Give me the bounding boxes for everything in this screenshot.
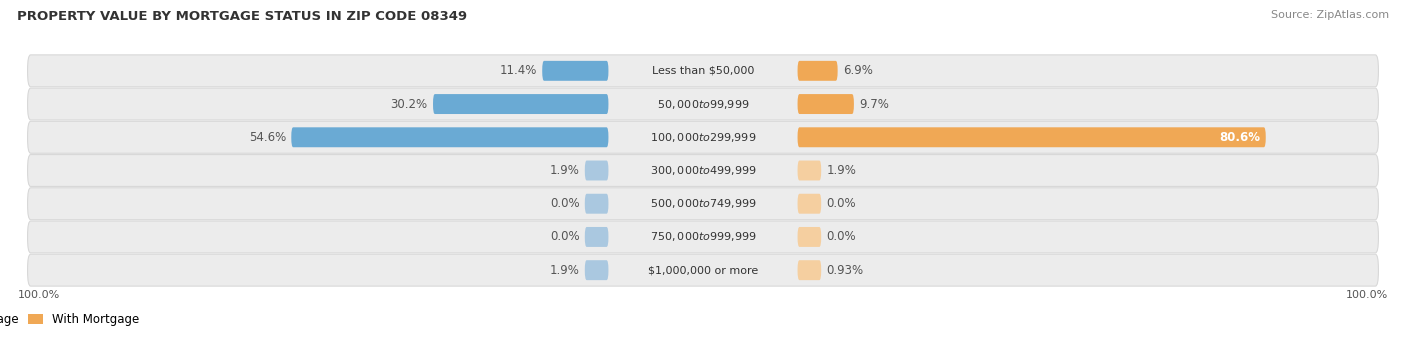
Text: 0.0%: 0.0% (827, 231, 856, 243)
Text: Less than $50,000: Less than $50,000 (652, 66, 754, 76)
FancyBboxPatch shape (28, 154, 1378, 187)
Text: 9.7%: 9.7% (859, 98, 889, 110)
FancyBboxPatch shape (28, 121, 1378, 153)
FancyBboxPatch shape (797, 260, 821, 280)
FancyBboxPatch shape (797, 61, 838, 81)
FancyBboxPatch shape (585, 227, 609, 247)
Text: 0.0%: 0.0% (550, 197, 579, 210)
FancyBboxPatch shape (797, 194, 821, 214)
Text: Source: ZipAtlas.com: Source: ZipAtlas.com (1271, 10, 1389, 20)
FancyBboxPatch shape (433, 94, 609, 114)
FancyBboxPatch shape (28, 221, 1378, 253)
Text: $100,000 to $299,999: $100,000 to $299,999 (650, 131, 756, 144)
Text: 6.9%: 6.9% (844, 64, 873, 77)
Text: 54.6%: 54.6% (249, 131, 285, 144)
Text: PROPERTY VALUE BY MORTGAGE STATUS IN ZIP CODE 08349: PROPERTY VALUE BY MORTGAGE STATUS IN ZIP… (17, 10, 467, 23)
FancyBboxPatch shape (585, 194, 609, 214)
Text: 1.9%: 1.9% (550, 164, 579, 177)
FancyBboxPatch shape (543, 61, 609, 81)
Text: $300,000 to $499,999: $300,000 to $499,999 (650, 164, 756, 177)
FancyBboxPatch shape (28, 254, 1378, 286)
FancyBboxPatch shape (797, 127, 1265, 147)
Text: $500,000 to $749,999: $500,000 to $749,999 (650, 197, 756, 210)
FancyBboxPatch shape (797, 94, 853, 114)
Text: 80.6%: 80.6% (1219, 131, 1260, 144)
Text: 11.4%: 11.4% (499, 64, 537, 77)
Text: $750,000 to $999,999: $750,000 to $999,999 (650, 231, 756, 243)
Text: 100.0%: 100.0% (1347, 290, 1389, 300)
Text: 0.0%: 0.0% (827, 197, 856, 210)
FancyBboxPatch shape (291, 127, 609, 147)
Text: 1.9%: 1.9% (550, 264, 579, 277)
Text: 1.9%: 1.9% (827, 164, 856, 177)
FancyBboxPatch shape (797, 227, 821, 247)
FancyBboxPatch shape (28, 188, 1378, 220)
Text: 0.93%: 0.93% (827, 264, 863, 277)
Text: 100.0%: 100.0% (17, 290, 59, 300)
Text: 30.2%: 30.2% (391, 98, 427, 110)
Text: $1,000,000 or more: $1,000,000 or more (648, 265, 758, 275)
FancyBboxPatch shape (797, 161, 821, 180)
Text: $50,000 to $99,999: $50,000 to $99,999 (657, 98, 749, 110)
FancyBboxPatch shape (585, 260, 609, 280)
Text: 0.0%: 0.0% (550, 231, 579, 243)
FancyBboxPatch shape (585, 161, 609, 180)
FancyBboxPatch shape (28, 88, 1378, 120)
FancyBboxPatch shape (28, 55, 1378, 87)
Legend: Without Mortgage, With Mortgage: Without Mortgage, With Mortgage (0, 308, 143, 330)
